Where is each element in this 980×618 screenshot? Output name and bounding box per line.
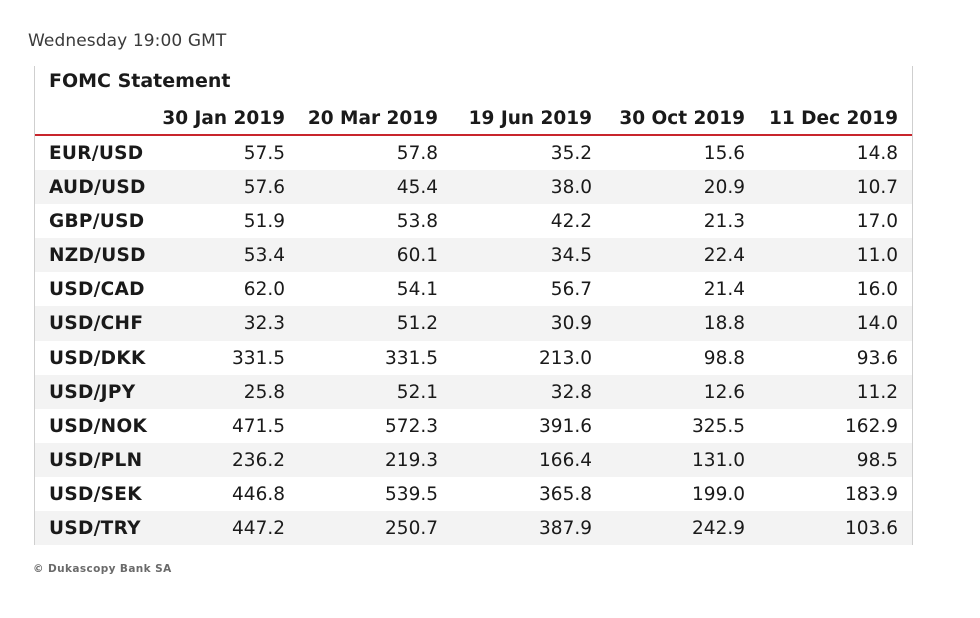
table-cell-value: 21.4 xyxy=(703,279,745,301)
table-cell-value: 572.3 xyxy=(385,415,438,437)
table-cell-value: 25.8 xyxy=(243,381,285,403)
table-row: USD/NOK 471.5 572.3 391.6 325.5 162.9 xyxy=(35,409,912,443)
table-cell-value: 387.9 xyxy=(539,518,592,540)
table-cell-value: 183.9 xyxy=(845,483,898,505)
currency-pair-label: USD/PLN xyxy=(49,449,143,471)
table-cell-value: 98.5 xyxy=(856,449,898,471)
table-cell-value: 93.6 xyxy=(856,347,898,369)
table-cell-value: 365.8 xyxy=(539,483,592,505)
table-row: USD/PLN 236.2 219.3 166.4 131.0 98.5 xyxy=(35,442,912,477)
page-subtitle: Wednesday 19:00 GMT xyxy=(28,31,227,51)
table-cell-value: 11.2 xyxy=(856,381,898,403)
table-row: EUR/USD 57.5 57.8 35.2 15.6 14.8 xyxy=(35,136,912,170)
table-row: USD/JPY 25.8 52.1 32.8 12.6 11.2 xyxy=(35,374,912,409)
table-cell-value: 539.5 xyxy=(385,483,438,505)
table-row: USD/DKK 331.5 331.5 213.0 98.8 93.6 xyxy=(35,341,912,375)
currency-pair-label: EUR/USD xyxy=(49,143,144,164)
table-cell-value: 16.0 xyxy=(856,279,898,301)
table-cell-value: 98.8 xyxy=(703,347,745,369)
table-cell-value: 242.9 xyxy=(692,518,745,540)
table-cell-value: 17.0 xyxy=(856,211,898,233)
table-title: FOMC Statement xyxy=(49,70,231,92)
table-cell-value: 236.2 xyxy=(232,449,285,471)
table-cell-value: 32.3 xyxy=(243,313,285,335)
table-cell-value: 57.8 xyxy=(396,143,438,164)
currency-pair-label: USD/JPY xyxy=(49,381,136,403)
table-row: USD/CHF 32.3 51.2 30.9 18.8 14.0 xyxy=(35,306,912,341)
table-row: NZD/USD 53.4 60.1 34.5 22.4 11.0 xyxy=(35,238,912,273)
table-cell-value: 56.7 xyxy=(550,279,592,301)
table-cell-value: 20.9 xyxy=(703,177,745,199)
currency-pair-label: USD/TRY xyxy=(49,518,141,540)
table-row: GBP/USD 51.9 53.8 42.2 21.3 17.0 xyxy=(35,204,912,238)
table-cell-value: 53.8 xyxy=(396,211,438,233)
table-cell-value: 14.8 xyxy=(856,143,898,164)
table-cell-value: 14.0 xyxy=(856,313,898,335)
table-cell-value: 103.6 xyxy=(845,518,898,540)
table-cell-value: 391.6 xyxy=(539,415,592,437)
table-cell-value: 51.9 xyxy=(243,211,285,233)
table-row: AUD/USD 57.6 45.4 38.0 20.9 10.7 xyxy=(35,170,912,205)
table-cell-value: 34.5 xyxy=(550,245,592,267)
table-cell-value: 219.3 xyxy=(385,449,438,471)
table-cell-value: 471.5 xyxy=(232,415,285,437)
table-cell-value: 447.2 xyxy=(232,518,285,540)
table-header-row: 30 Jan 2019 20 Mar 2019 19 Jun 2019 30 O… xyxy=(35,102,912,136)
table-cell-value: 162.9 xyxy=(845,415,898,437)
column-header: 11 Dec 2019 xyxy=(769,108,898,129)
table-cell-value: 60.1 xyxy=(396,245,438,267)
table-cell-value: 54.1 xyxy=(396,279,438,301)
table-cell-value: 52.1 xyxy=(396,381,438,403)
table-cell-value: 45.4 xyxy=(396,177,438,199)
table-cell-value: 35.2 xyxy=(550,143,592,164)
column-header: 19 Jun 2019 xyxy=(468,108,592,129)
table-cell-value: 62.0 xyxy=(243,279,285,301)
currency-pair-label: AUD/USD xyxy=(49,177,146,199)
table-cell-value: 325.5 xyxy=(692,415,745,437)
currency-pair-label: USD/NOK xyxy=(49,415,148,437)
table-row: USD/SEK 446.8 539.5 365.8 199.0 183.9 xyxy=(35,477,912,511)
table-cell-value: 51.2 xyxy=(396,313,438,335)
currency-pair-label: GBP/USD xyxy=(49,211,145,233)
table-cell-value: 331.5 xyxy=(232,347,285,369)
table-cell-value: 22.4 xyxy=(703,245,745,267)
table-cell-value: 30.9 xyxy=(550,313,592,335)
table-cell-value: 250.7 xyxy=(385,518,438,540)
currency-pair-label: USD/DKK xyxy=(49,347,146,369)
table-row: USD/TRY 447.2 250.7 387.9 242.9 103.6 xyxy=(35,511,912,546)
table-cell-value: 213.0 xyxy=(539,347,592,369)
table-cell-value: 12.6 xyxy=(703,381,745,403)
table-cell-value: 57.6 xyxy=(243,177,285,199)
table-cell-value: 53.4 xyxy=(243,245,285,267)
table-cell-value: 199.0 xyxy=(692,483,745,505)
table-cell-value: 131.0 xyxy=(692,449,745,471)
table-cell-value: 166.4 xyxy=(539,449,592,471)
table-cell-value: 446.8 xyxy=(232,483,285,505)
column-header: 20 Mar 2019 xyxy=(307,108,438,129)
currency-pair-label: USD/CAD xyxy=(49,279,145,301)
copyright-footer: © Dukascopy Bank SA xyxy=(33,563,172,575)
table-cell-value: 10.7 xyxy=(856,177,898,199)
table-cell-value: 331.5 xyxy=(385,347,438,369)
currency-pair-label: USD/SEK xyxy=(49,483,142,505)
table-body: EUR/USD 57.5 57.8 35.2 15.6 14.8 AUD/USD 57.6 45… xyxy=(35,136,912,546)
table-cell-value: 15.6 xyxy=(703,143,745,164)
table-cell-value: 57.5 xyxy=(243,143,285,164)
table-cell-value: 32.8 xyxy=(550,381,592,403)
table-cell-value: 38.0 xyxy=(550,177,592,199)
table-cell-value: 21.3 xyxy=(703,211,745,233)
table-cell-value: 42.2 xyxy=(550,211,592,233)
table-cell-value: 11.0 xyxy=(856,245,898,267)
table-row: USD/CAD 62.0 54.1 56.7 21.4 16.0 xyxy=(35,272,912,306)
column-header: 30 Jan 2019 xyxy=(162,108,285,129)
table-cell-value: 18.8 xyxy=(703,313,745,335)
fomc-table: FOMC Statement 30 Jan 2019 20 Mar 2019 1… xyxy=(34,66,913,546)
column-header: 30 Oct 2019 xyxy=(619,108,745,129)
currency-pair-label: NZD/USD xyxy=(49,245,146,267)
currency-pair-label: USD/CHF xyxy=(49,313,144,335)
